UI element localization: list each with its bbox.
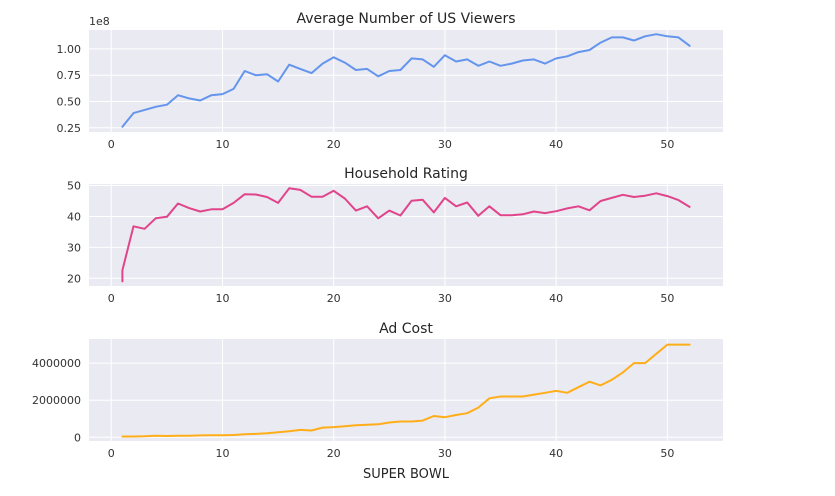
series-line [121, 187, 691, 283]
x-tick-label: 30 [438, 292, 452, 305]
plot-area [89, 30, 723, 132]
y-tick-label: 50 [67, 180, 81, 193]
x-tick-label: 0 [108, 292, 115, 305]
plot-area [89, 339, 723, 441]
y-tick-label: 1.00 [57, 43, 82, 56]
x-tick-label: 10 [215, 138, 229, 151]
x-tick-label: 40 [549, 138, 563, 151]
chart-title: Household Rating [344, 166, 468, 182]
y-tick-label: 30 [67, 241, 81, 254]
y-tick-label: 40 [67, 210, 81, 223]
chart-title: Average Number of US Viewers [296, 11, 515, 27]
x-tick-label: 30 [438, 447, 452, 460]
x-tick-label: 10 [215, 447, 229, 460]
y-tick-label: 20 [67, 272, 81, 285]
chart-ad-cost: 0 10 20 30 40 50 0 2000000 4000000 Ad Cost SUPER… [32, 321, 723, 482]
y-tick-label: 0.50 [57, 96, 82, 109]
x-tick-label: 50 [660, 292, 674, 305]
x-tick-label: 20 [327, 292, 341, 305]
x-tick-label: 40 [549, 292, 563, 305]
x-tick-label: 20 [327, 447, 341, 460]
x-tick-label: 0 [108, 138, 115, 151]
x-tick-label: 50 [660, 447, 674, 460]
series-line [121, 343, 691, 438]
x-tick-label: 10 [215, 292, 229, 305]
chart-household-rating: 0 10 20 30 40 50 20 30 40 50 Household Rating [67, 166, 723, 305]
x-tick-label: 30 [438, 138, 452, 151]
x-tick-label: 50 [660, 138, 674, 151]
plot-area [89, 184, 723, 286]
x-tick-label: 0 [108, 447, 115, 460]
series-line [121, 33, 691, 128]
y-tick-label: 0.25 [57, 122, 82, 135]
x-tick-label: 20 [327, 138, 341, 151]
x-axis-label: SUPER BOWL [363, 467, 450, 482]
x-tick-label: 40 [549, 447, 563, 460]
y-tick-label: 4000000 [32, 357, 81, 370]
y-tick-label: 0.75 [57, 69, 82, 82]
chart-average-us-viewers: 0 10 20 30 40 50 0.25 0.50 0.75 1.00 Average Numb… [57, 11, 723, 151]
y-tick-label: 0 [74, 431, 81, 444]
y-axis-offset-label: 1e8 [89, 15, 110, 28]
y-tick-label: 2000000 [32, 394, 81, 407]
chart-title: Ad Cost [379, 321, 433, 337]
